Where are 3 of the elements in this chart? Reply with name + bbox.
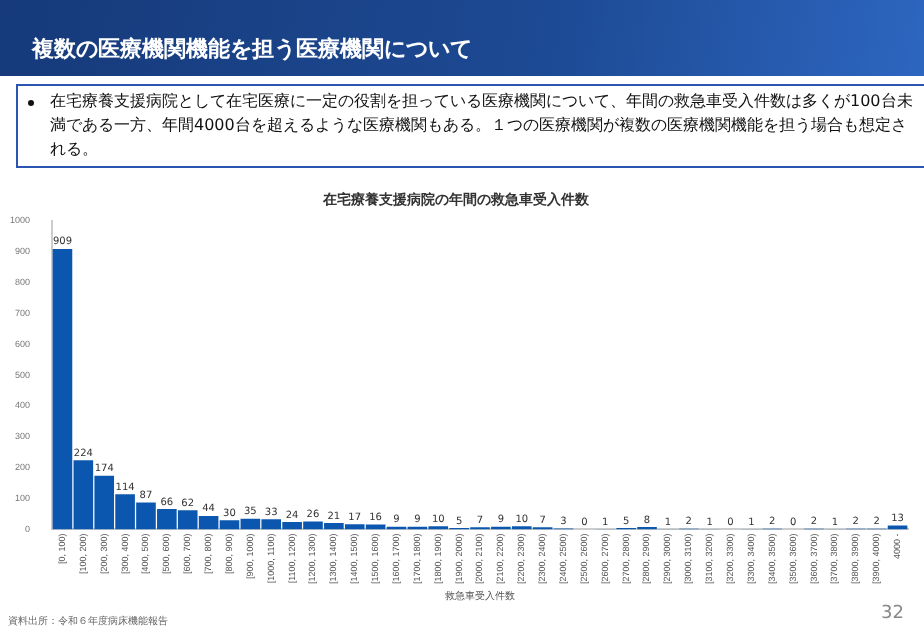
text: 複数の医療機関機能を担う医療機関について [32,34,472,64]
text: 在宅療養支援病院として在宅医療に一定の役割を担っている医療機関について、年間の救急車受入件数は多くが100台未満である一方、年間4000台を超えるような医療機関もある。１つの医療機関が複数の医療機関機能を担う場合も想定される。 [16,84,924,168]
text: 32 [881,604,904,624]
